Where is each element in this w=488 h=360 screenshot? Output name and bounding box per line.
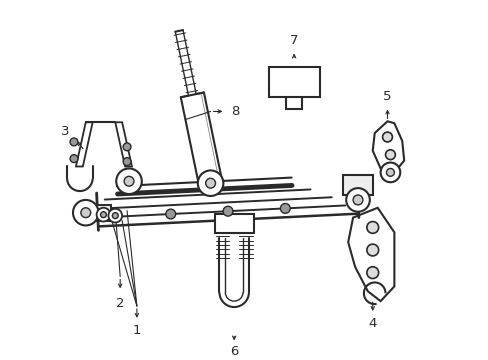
Bar [268, 67, 319, 97]
Circle shape [116, 168, 142, 194]
Text: 5: 5 [383, 90, 391, 103]
Circle shape [123, 143, 131, 151]
Circle shape [112, 213, 118, 219]
Text: 1: 1 [132, 324, 141, 337]
Circle shape [366, 244, 378, 256]
Text: 8: 8 [230, 105, 239, 118]
Circle shape [81, 208, 90, 217]
Circle shape [366, 221, 378, 233]
Circle shape [382, 132, 391, 142]
Circle shape [108, 209, 122, 222]
Circle shape [346, 188, 369, 212]
Circle shape [70, 155, 78, 163]
Bar [343, 175, 372, 195]
Circle shape [386, 168, 393, 176]
Circle shape [380, 163, 400, 182]
Circle shape [366, 267, 378, 279]
Circle shape [97, 208, 110, 221]
Circle shape [352, 195, 362, 205]
Bar [91, 205, 111, 221]
Circle shape [223, 206, 232, 216]
Bar [214, 214, 253, 233]
Circle shape [198, 170, 223, 196]
Circle shape [73, 200, 99, 225]
Text: 7: 7 [289, 34, 298, 47]
Circle shape [280, 203, 290, 213]
Circle shape [165, 209, 175, 219]
Text: 6: 6 [229, 345, 238, 358]
Circle shape [70, 138, 78, 146]
Circle shape [205, 178, 215, 188]
Circle shape [101, 212, 106, 217]
Circle shape [123, 158, 131, 166]
Circle shape [124, 176, 134, 186]
Text: 2: 2 [116, 297, 124, 310]
Text: 4: 4 [368, 317, 376, 330]
Text: 3: 3 [61, 125, 69, 138]
Circle shape [385, 150, 395, 159]
